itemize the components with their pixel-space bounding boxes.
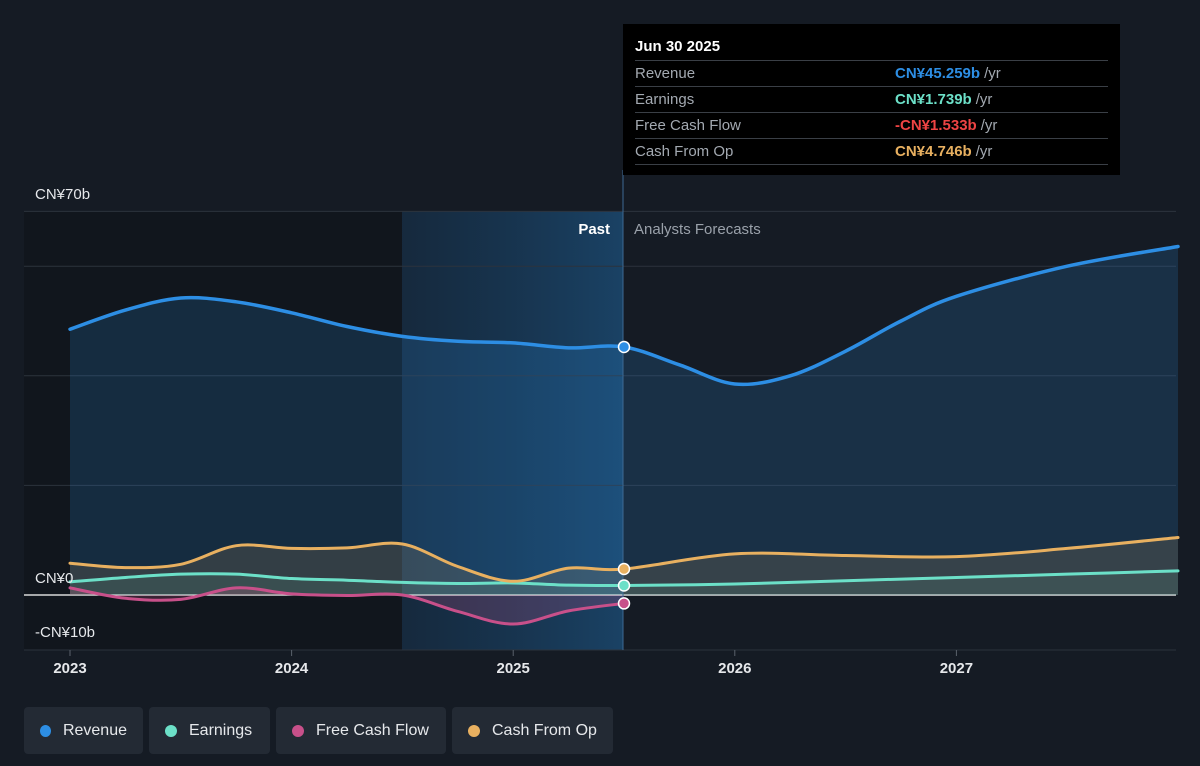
x-tick-label: 2024: [275, 660, 309, 677]
legend-item-revenue[interactable]: Revenue: [24, 707, 143, 754]
marker-revenue: [617, 340, 631, 354]
area-free-cash-flow: [70, 587, 624, 625]
financial-chart: CN¥70b CN¥0 -CN¥10b Past Analysts Foreca…: [24, 170, 1180, 677]
past-region-dark: [24, 211, 402, 650]
tooltip-row-earnings: Earnings CN¥1.739b /yr: [635, 86, 1108, 112]
tooltip-unit: /yr: [975, 91, 993, 108]
y-tick-label-bottom: -CN¥10b: [35, 624, 95, 641]
legend-label: Free Cash Flow: [316, 721, 429, 739]
x-tick-label: 2025: [497, 660, 530, 677]
x-tick-label: 2027: [940, 660, 973, 677]
line-earnings: [68, 569, 1180, 588]
tooltip-value: -CN¥1.533b: [895, 117, 977, 134]
past-label: Past: [578, 221, 610, 238]
chart-legend: Revenue Earnings Free Cash Flow Cash Fro…: [24, 707, 613, 754]
forecast-label: Analysts Forecasts: [634, 221, 761, 238]
tooltip-value: CN¥1.739b: [895, 91, 972, 108]
tooltip-markers: [617, 340, 631, 610]
area-earnings: [70, 570, 1178, 595]
tooltip-label: Cash From Op: [635, 143, 734, 160]
y-tick-label-top: CN¥70b: [35, 186, 90, 203]
legend-item-free-cash-flow[interactable]: Free Cash Flow: [276, 707, 446, 754]
tooltip-row-revenue: Revenue CN¥45.259b /yr: [635, 60, 1108, 86]
x-tick-label: 2026: [718, 660, 751, 677]
legend-dot-icon: [40, 724, 51, 737]
tooltip-unit: /yr: [975, 143, 993, 160]
tooltip-panel: Jun 30 2025 Revenue CN¥45.259b /yr Earni…: [623, 24, 1120, 175]
marker-free-cash-flow: [617, 597, 631, 610]
tooltip-label: Revenue: [635, 65, 696, 82]
past-highlight-region: [402, 211, 623, 650]
x-axis: 2023 2024 2025 2026 2027: [53, 650, 973, 677]
marker-earnings: [617, 579, 631, 592]
legend-item-earnings[interactable]: Earnings: [149, 707, 270, 754]
legend-dot-icon: [292, 724, 304, 737]
tooltip-unit: /yr: [984, 65, 1001, 82]
line-free-cash-flow: [68, 586, 626, 626]
y-tick-label-zero: CN¥0: [35, 570, 73, 587]
line-cash-from-op: [68, 535, 1180, 583]
tooltip-row-free-cash-flow: Free Cash Flow -CN¥1.533b /yr: [635, 112, 1108, 138]
grid-lines: [24, 210, 1176, 651]
tooltip-value: CN¥45.259b: [895, 65, 981, 82]
legend-label: Revenue: [62, 721, 127, 739]
series-lines: [68, 244, 1180, 626]
tooltip-label: Earnings: [635, 91, 695, 108]
legend-label: Earnings: [189, 721, 253, 739]
line-revenue: [68, 244, 1180, 387]
legend-item-cash-from-op[interactable]: Cash From Op: [452, 707, 613, 754]
legend-label: Cash From Op: [492, 721, 597, 739]
tooltip-row-cash-from-op: Cash From Op CN¥4.746b /yr: [635, 138, 1108, 165]
legend-dot-icon: [468, 724, 480, 737]
tooltip-label: Free Cash Flow: [635, 117, 741, 134]
legend-dot-icon: [165, 724, 177, 737]
tooltip-value: CN¥4.746b: [895, 143, 972, 160]
marker-cash-from-op: [617, 562, 631, 576]
tooltip-unit: /yr: [980, 117, 998, 134]
tooltip-date: Jun 30 2025: [635, 38, 721, 55]
x-tick-label: 2023: [53, 660, 86, 677]
area-revenue: [70, 246, 1178, 596]
